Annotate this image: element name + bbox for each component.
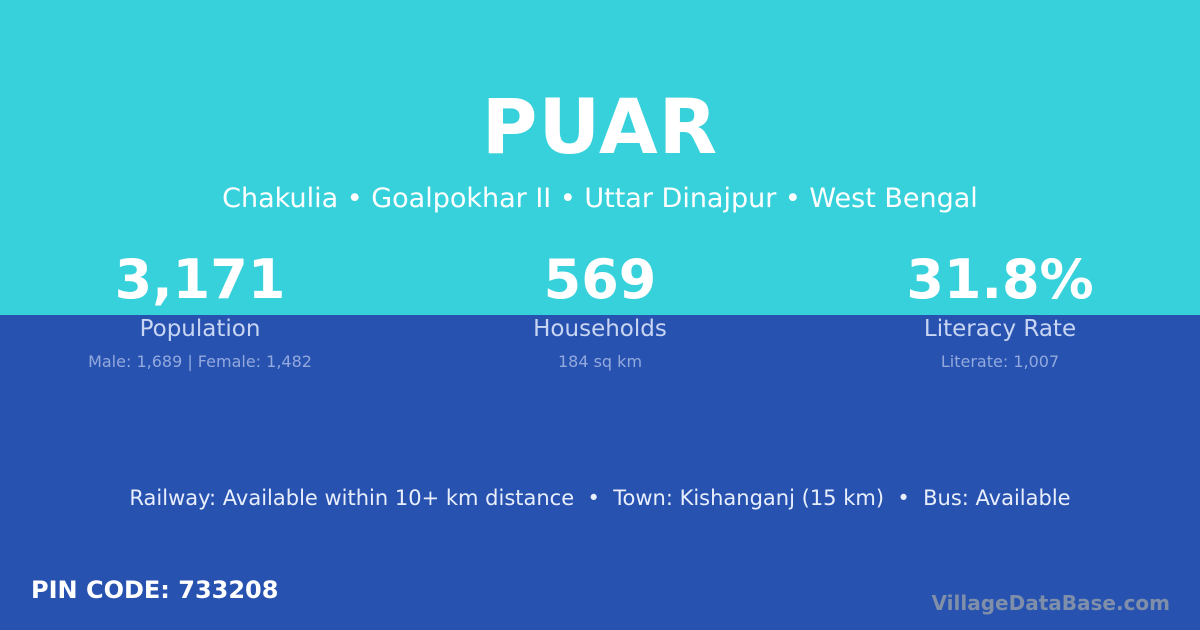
stat-households: 569 Households 184 sq km xyxy=(400,248,800,372)
breadcrumb: Chakulia • Goalpokhar II • Uttar Dinajpu… xyxy=(222,183,978,214)
body-band xyxy=(0,315,1200,630)
stat-population: 3,171 Population Male: 1,689 | Female: 1… xyxy=(0,248,400,372)
stat-value: 3,171 xyxy=(114,248,286,311)
pin-code: PIN CODE: 733208 xyxy=(31,576,279,604)
stat-detail: 184 sq km xyxy=(557,352,643,371)
stat-literacy: 31.8% Literacy Rate Literate: 1,007 xyxy=(800,248,1200,372)
stat-value: 569 xyxy=(543,248,657,311)
brand-logo: VillageDataBase.com xyxy=(931,591,1170,615)
stat-value: 31.8% xyxy=(906,248,1094,311)
stat-label: Literacy Rate xyxy=(923,316,1077,342)
connectivity-info: Railway: Available within 10+ km distanc… xyxy=(129,486,1071,510)
stat-detail: Male: 1,689 | Female: 1,482 xyxy=(88,352,312,371)
stat-detail: Literate: 1,007 xyxy=(940,352,1060,371)
stat-label: Population xyxy=(139,316,261,342)
stat-label: Households xyxy=(533,316,667,342)
header-band xyxy=(0,0,1200,315)
village-title: PUAR xyxy=(481,82,719,171)
